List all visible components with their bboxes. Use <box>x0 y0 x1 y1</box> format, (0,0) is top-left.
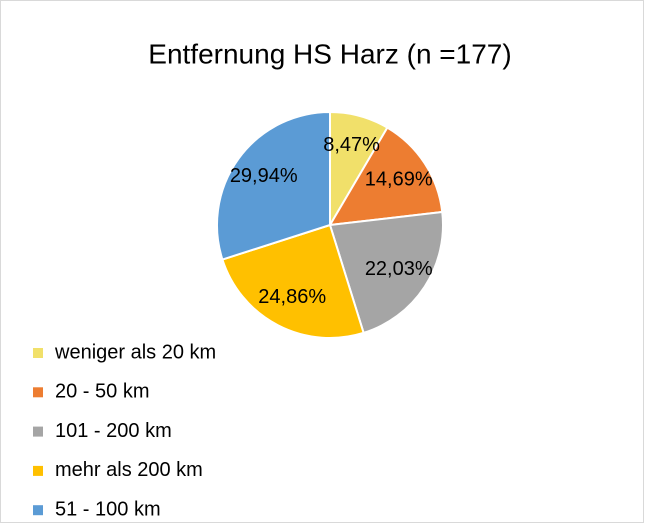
legend-label: 101 - 200 km <box>55 420 172 442</box>
chart-title: Entfernung HS Harz (n =177) <box>148 38 511 69</box>
legend-label: 51 - 100 km <box>55 498 161 520</box>
legend-label: weniger als 20 km <box>54 341 216 363</box>
pie-slice <box>328 126 444 227</box>
legend-swatch <box>33 387 43 398</box>
pie-slice <box>216 110 331 261</box>
data-label: 24,86% <box>258 286 326 308</box>
legend-swatch <box>33 348 43 358</box>
data-label: 22,03% <box>365 258 433 280</box>
data-label: 8,47% <box>323 134 380 156</box>
legend-label: mehr als 200 km <box>55 459 203 481</box>
data-label: 29,94% <box>230 165 298 187</box>
legend-swatch <box>33 426 43 437</box>
data-label: 14,69% <box>365 169 433 191</box>
pie-slice <box>328 210 444 335</box>
legend-swatch <box>33 465 43 476</box>
legend-label: 20 - 50 km <box>55 381 149 403</box>
pie-slice <box>221 223 365 339</box>
legend-swatch <box>33 505 43 516</box>
